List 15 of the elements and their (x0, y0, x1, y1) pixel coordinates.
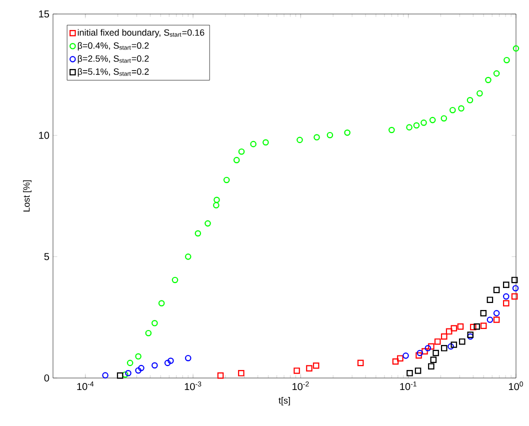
x-tick-label: 10$^{-3}$ (184, 382, 202, 390)
legend-label: β=2.5%, S$_{start}$=0.2 (78, 55, 149, 64)
x-tick-label: 10$^{0}$ (509, 382, 523, 390)
legend-label: initial fixed boundary, S$_{start}$=0.16 (78, 29, 204, 38)
x-tick-label: 10$^{-1}$ (400, 382, 416, 390)
x-axis-title: t[s] (278, 397, 290, 406)
y-tick-label: 5 (44, 253, 50, 260)
y-axis-title: Lost [%] (23, 180, 32, 212)
x-tick-label: 10$^{-2}$ (292, 382, 309, 390)
y-tick-label: 10 (39, 132, 50, 139)
y-tick-label: 15 (39, 10, 50, 18)
y-tick-label: 0 (44, 374, 50, 382)
x-tick-label: 10$^{-4}$ (77, 382, 94, 390)
legend-label: β=0.4%, S$_{start}$=0.2 (78, 42, 149, 51)
legend-label: β=5.1%, S$_{start}$=0.2 (78, 68, 149, 77)
